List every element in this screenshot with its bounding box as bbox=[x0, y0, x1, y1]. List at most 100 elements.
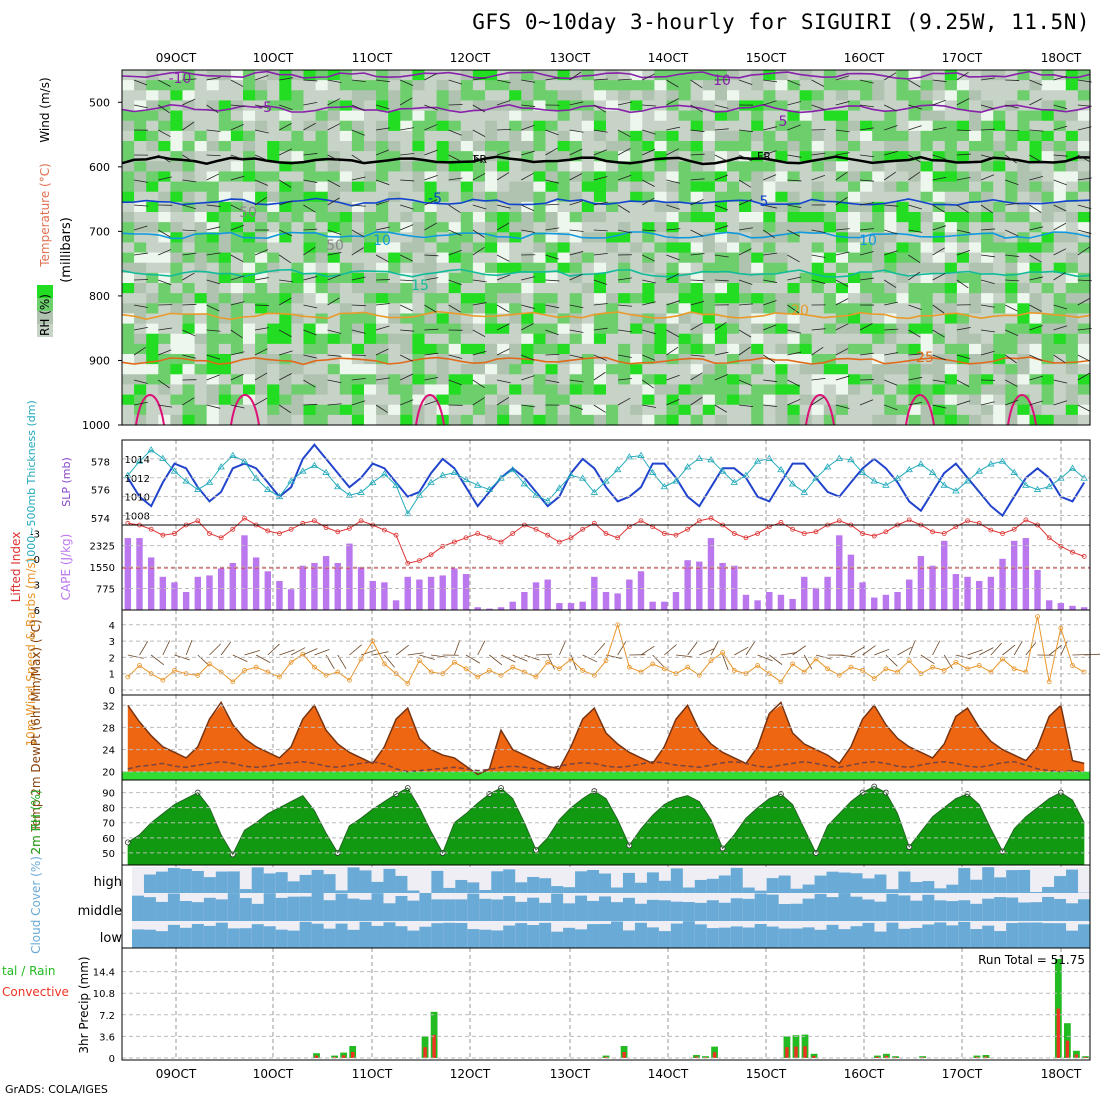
cloud-cell-bg bbox=[934, 867, 947, 893]
rh-shade-cell bbox=[666, 374, 680, 386]
rh-shade-cell bbox=[727, 252, 740, 264]
rh-shade-cell bbox=[811, 181, 825, 193]
rh-shade-cell bbox=[884, 130, 897, 142]
rh-shade-cell bbox=[993, 130, 1006, 142]
rh-shade-cell bbox=[533, 364, 547, 375]
rh-shade-cell bbox=[134, 181, 147, 193]
rh-shade-cell bbox=[606, 313, 619, 325]
wind-barb bbox=[884, 404, 898, 411]
rh-shade-cell bbox=[533, 100, 547, 112]
rh-shade-cell bbox=[303, 110, 317, 122]
wind-barb bbox=[448, 279, 462, 286]
rh-shade-cell bbox=[690, 313, 704, 325]
rh-shade-cell bbox=[872, 141, 885, 152]
cloud-cell bbox=[838, 893, 851, 921]
rh-shade-cell bbox=[811, 100, 825, 112]
rh-shade-cell bbox=[751, 384, 764, 396]
cloud-cell bbox=[299, 896, 313, 921]
lifted-index-point bbox=[323, 525, 329, 530]
rh-shade-cell bbox=[775, 100, 789, 112]
rh-shade-cell bbox=[956, 201, 970, 213]
wind-barb bbox=[690, 354, 705, 357]
wind-barb-10m bbox=[174, 654, 190, 661]
wind-barb bbox=[956, 379, 970, 388]
wind-barb bbox=[254, 304, 270, 306]
rh-shade-cell bbox=[291, 151, 305, 162]
rh-shade-cell bbox=[424, 171, 438, 183]
wind-speed-point bbox=[953, 659, 959, 665]
wind-barb bbox=[496, 254, 510, 262]
wind-speed-point bbox=[965, 666, 970, 672]
wind-barb bbox=[521, 323, 534, 331]
rh-shade-cell bbox=[376, 201, 389, 213]
wind-barb bbox=[230, 275, 245, 281]
rh-shade-cell bbox=[969, 222, 982, 233]
cape-bar bbox=[684, 560, 691, 610]
wind-barb-10m bbox=[605, 654, 622, 659]
cloud-cell bbox=[407, 900, 420, 921]
rh-shade-cell bbox=[932, 283, 946, 294]
wind-barb bbox=[182, 154, 195, 163]
rh-shade-cell bbox=[823, 181, 837, 193]
rh-shade-cell bbox=[351, 303, 365, 315]
rh-shade-cell bbox=[581, 293, 595, 304]
rh-shade-cell bbox=[1041, 252, 1055, 264]
rh-shade-cell bbox=[218, 181, 232, 193]
lifted-index-point bbox=[242, 515, 247, 521]
wind-barb bbox=[521, 172, 534, 181]
rh-shade-cell bbox=[194, 212, 208, 223]
rh-shade-cell bbox=[884, 151, 897, 162]
rh-shade-cell bbox=[400, 394, 413, 406]
rh-shade-cell bbox=[1029, 141, 1043, 152]
rh-shade-cell bbox=[896, 242, 910, 254]
rh-shade-cell bbox=[509, 313, 522, 325]
thickness-point bbox=[800, 488, 808, 495]
rh-shade-cell bbox=[666, 283, 680, 294]
thickness-point bbox=[182, 477, 190, 484]
cape-bar bbox=[299, 565, 306, 610]
rh-shade-cell bbox=[291, 354, 305, 365]
cloud-cell bbox=[694, 902, 708, 921]
rh-shade-cell bbox=[557, 283, 571, 294]
rh-shade-cell bbox=[654, 80, 668, 91]
rh-shade-cell bbox=[678, 151, 692, 162]
rh-shade-cell bbox=[763, 404, 776, 416]
rh-shade-cell bbox=[993, 272, 1006, 284]
wind-barb bbox=[400, 127, 415, 131]
rh-shade-cell bbox=[279, 262, 292, 274]
rh-shade-cell bbox=[727, 242, 740, 254]
rh-shade-cell bbox=[194, 333, 208, 345]
rh-shade-cell bbox=[739, 313, 752, 325]
rh-shade-cell bbox=[1065, 120, 1079, 132]
cloud-cell bbox=[539, 922, 552, 948]
rh-shade-cell bbox=[714, 70, 728, 81]
rh-shade-cell bbox=[860, 80, 873, 91]
rh-shade-cell bbox=[146, 262, 159, 274]
rh-shade-cell bbox=[364, 80, 377, 91]
rh-shade-cell bbox=[243, 283, 256, 294]
wind-barb bbox=[1005, 104, 1019, 109]
wind-speed-point bbox=[720, 650, 726, 655]
rh-shade-cell bbox=[884, 70, 897, 81]
rh-shade-cell bbox=[811, 384, 825, 396]
wind-barb bbox=[1005, 79, 1020, 81]
isotherm-label: 10 bbox=[713, 73, 731, 89]
rh-shade-cell bbox=[993, 171, 1006, 183]
rh-shade-cell bbox=[255, 212, 268, 223]
rh-shade-cell bbox=[557, 80, 571, 91]
rh-shade-cell bbox=[727, 262, 740, 274]
rh-shade-cell bbox=[485, 181, 498, 193]
lifted-tick-label: 3 bbox=[34, 581, 40, 592]
rh-shade-cell bbox=[811, 404, 825, 416]
wind-barb bbox=[375, 303, 390, 306]
wind-barb bbox=[1077, 126, 1092, 131]
rh-shade-cell bbox=[654, 222, 668, 233]
rh-shade-cell bbox=[908, 272, 922, 284]
dewpoint-line bbox=[127, 760, 1085, 773]
rh-shade-cell bbox=[472, 232, 486, 244]
rh-shade-cell bbox=[557, 191, 571, 203]
rh-shade-cell bbox=[339, 293, 353, 304]
rh-shade-cell bbox=[678, 110, 692, 122]
rh-shade-cell bbox=[170, 343, 184, 355]
rh-shade-cell bbox=[896, 283, 910, 294]
